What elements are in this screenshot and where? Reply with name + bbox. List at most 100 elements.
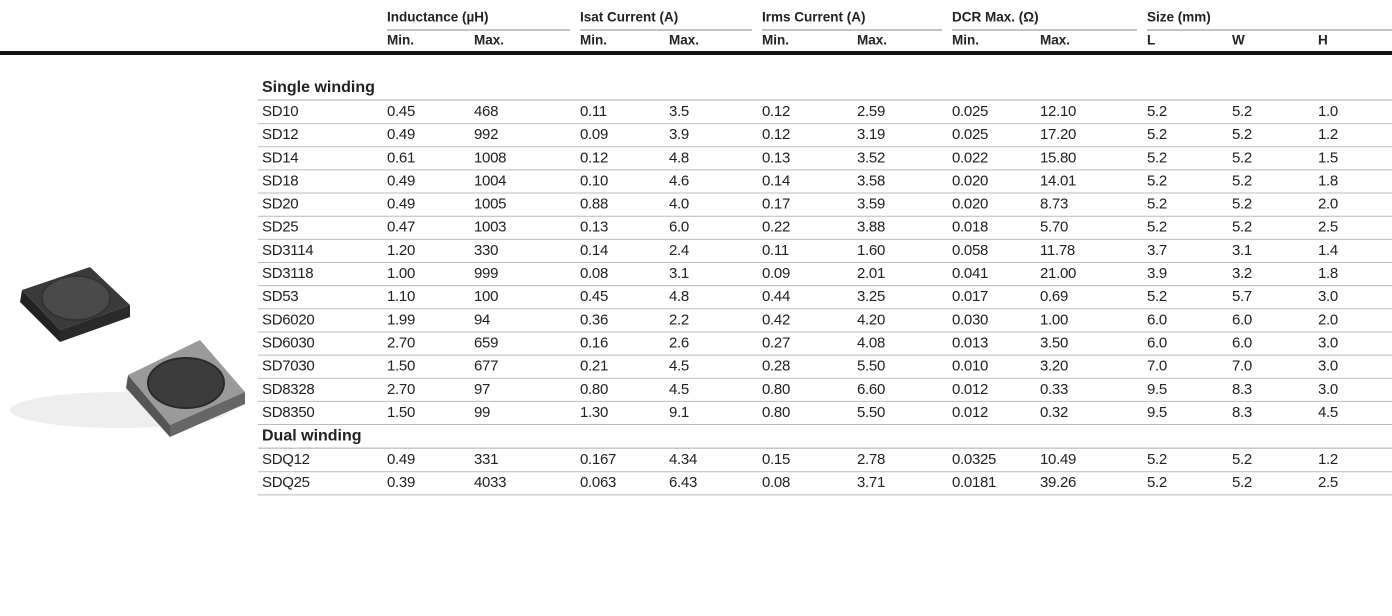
cell-value: 0.45: [387, 103, 415, 120]
cell-value: 0.49: [387, 172, 415, 189]
cell-value: 0.45: [580, 288, 608, 305]
part-number: SD12: [262, 126, 298, 143]
part-number: SDQ25: [262, 474, 310, 491]
cell-value: 11.78: [1040, 242, 1075, 259]
cell-value: 3.9: [1147, 265, 1167, 282]
cell-value: 0.32: [1040, 404, 1068, 421]
cell-value: 0.49: [387, 196, 415, 213]
cell-value: 21.00: [1040, 265, 1076, 282]
cell-value: 8.73: [1040, 196, 1068, 213]
cell-value: 3.1: [1232, 242, 1252, 259]
part-number: SD53: [262, 288, 298, 305]
cell-value: 0.09: [762, 265, 790, 282]
cell-value: 5.2: [1147, 196, 1167, 213]
cell-value: 5.2: [1232, 172, 1252, 189]
cell-value: 2.0: [1318, 196, 1338, 213]
cell-value: 94: [474, 311, 490, 328]
cell-value: 3.19: [857, 126, 885, 143]
cell-value: 0.0325: [952, 451, 996, 468]
cell-value: 2.2: [669, 311, 689, 328]
cell-value: 5.7: [1232, 288, 1252, 305]
cell-value: 6.0: [1147, 334, 1167, 351]
cell-value: 1.5: [1318, 149, 1338, 166]
group-header: DCR Max. (Ω): [952, 10, 1039, 25]
cell-value: 1.99: [387, 311, 415, 328]
cell-value: 5.2: [1232, 474, 1252, 491]
cell-value: 0.22: [762, 219, 790, 236]
cell-value: 1.20: [387, 242, 415, 259]
cell-value: 3.59: [857, 196, 885, 213]
cell-value: 5.2: [1232, 196, 1252, 213]
cell-value: 1.00: [1040, 311, 1068, 328]
cell-value: 330: [474, 242, 498, 259]
cell-value: 0.10: [580, 172, 608, 189]
part-number: SD25: [262, 219, 298, 236]
cell-value: 4.8: [669, 288, 689, 305]
sub-header: W: [1232, 33, 1245, 48]
cell-value: 0.13: [580, 219, 608, 236]
cell-value: 0.063: [580, 474, 616, 491]
cell-value: 0.28: [762, 358, 790, 375]
cell-value: 1.8: [1318, 172, 1338, 189]
cell-value: 4.6: [669, 172, 689, 189]
cell-value: 5.2: [1147, 126, 1167, 143]
cell-value: 0.14: [580, 242, 608, 259]
part-number: SD10: [262, 103, 298, 120]
cell-value: 3.88: [857, 219, 885, 236]
cell-value: 5.2: [1147, 288, 1167, 305]
cell-value: 2.59: [857, 103, 885, 120]
cell-value: 677: [474, 358, 498, 375]
cell-value: 2.70: [387, 381, 415, 398]
cell-value: 0.010: [952, 358, 988, 375]
cell-value: 0.69: [1040, 288, 1068, 305]
cell-value: 5.2: [1232, 149, 1252, 166]
cell-value: 3.5: [669, 103, 689, 120]
cell-value: 9.5: [1147, 381, 1167, 398]
cell-value: 8.3: [1232, 381, 1252, 398]
cell-value: 659: [474, 334, 498, 351]
cell-value: 6.0: [1232, 334, 1252, 351]
cell-value: 3.50: [1040, 334, 1068, 351]
cell-value: 1.00: [387, 265, 415, 282]
part-number: SDQ12: [262, 451, 310, 468]
cell-value: 0.0181: [952, 474, 996, 491]
part-number: SD3114: [262, 242, 313, 259]
cell-value: 3.58: [857, 172, 885, 189]
cell-value: 331: [474, 451, 498, 468]
sub-header: Max.: [1040, 33, 1070, 48]
cell-value: 0.018: [952, 219, 988, 236]
cell-value: 0.15: [762, 451, 790, 468]
cell-value: 0.16: [580, 334, 608, 351]
cell-value: 17.20: [1040, 126, 1076, 143]
cell-value: 4.8: [669, 149, 689, 166]
cell-value: 0.013: [952, 334, 988, 351]
cell-value: 9.5: [1147, 404, 1167, 421]
cell-value: 6.0: [669, 219, 689, 236]
cell-value: 5.2: [1232, 219, 1252, 236]
cell-value: 4.0: [669, 196, 689, 213]
cell-value: 1.30: [580, 404, 608, 421]
sub-header: Max.: [669, 33, 699, 48]
cell-value: 100: [474, 288, 498, 305]
cell-value: 0.21: [580, 358, 608, 375]
cell-value: 0.49: [387, 126, 415, 143]
cell-value: 0.49: [387, 451, 415, 468]
cell-value: 15.80: [1040, 149, 1076, 166]
cell-value: 3.25: [857, 288, 885, 305]
sub-header: Max.: [857, 33, 887, 48]
sub-header: H: [1318, 33, 1328, 48]
cell-value: 9.1: [669, 404, 689, 421]
cell-value: 0.27: [762, 334, 790, 351]
part-number: SD3118: [262, 265, 313, 282]
cell-value: 3.0: [1318, 358, 1338, 375]
cell-value: 3.1: [669, 265, 689, 282]
cell-value: 1.10: [387, 288, 415, 305]
cell-value: 0.13: [762, 149, 790, 166]
cell-value: 12.10: [1040, 103, 1076, 120]
cell-value: 0.80: [762, 381, 790, 398]
part-number: SD8328: [262, 381, 314, 398]
cell-value: 5.50: [857, 358, 885, 375]
cell-value: 3.0: [1318, 334, 1338, 351]
cell-value: 0.88: [580, 196, 608, 213]
cell-value: 0.017: [952, 288, 988, 305]
